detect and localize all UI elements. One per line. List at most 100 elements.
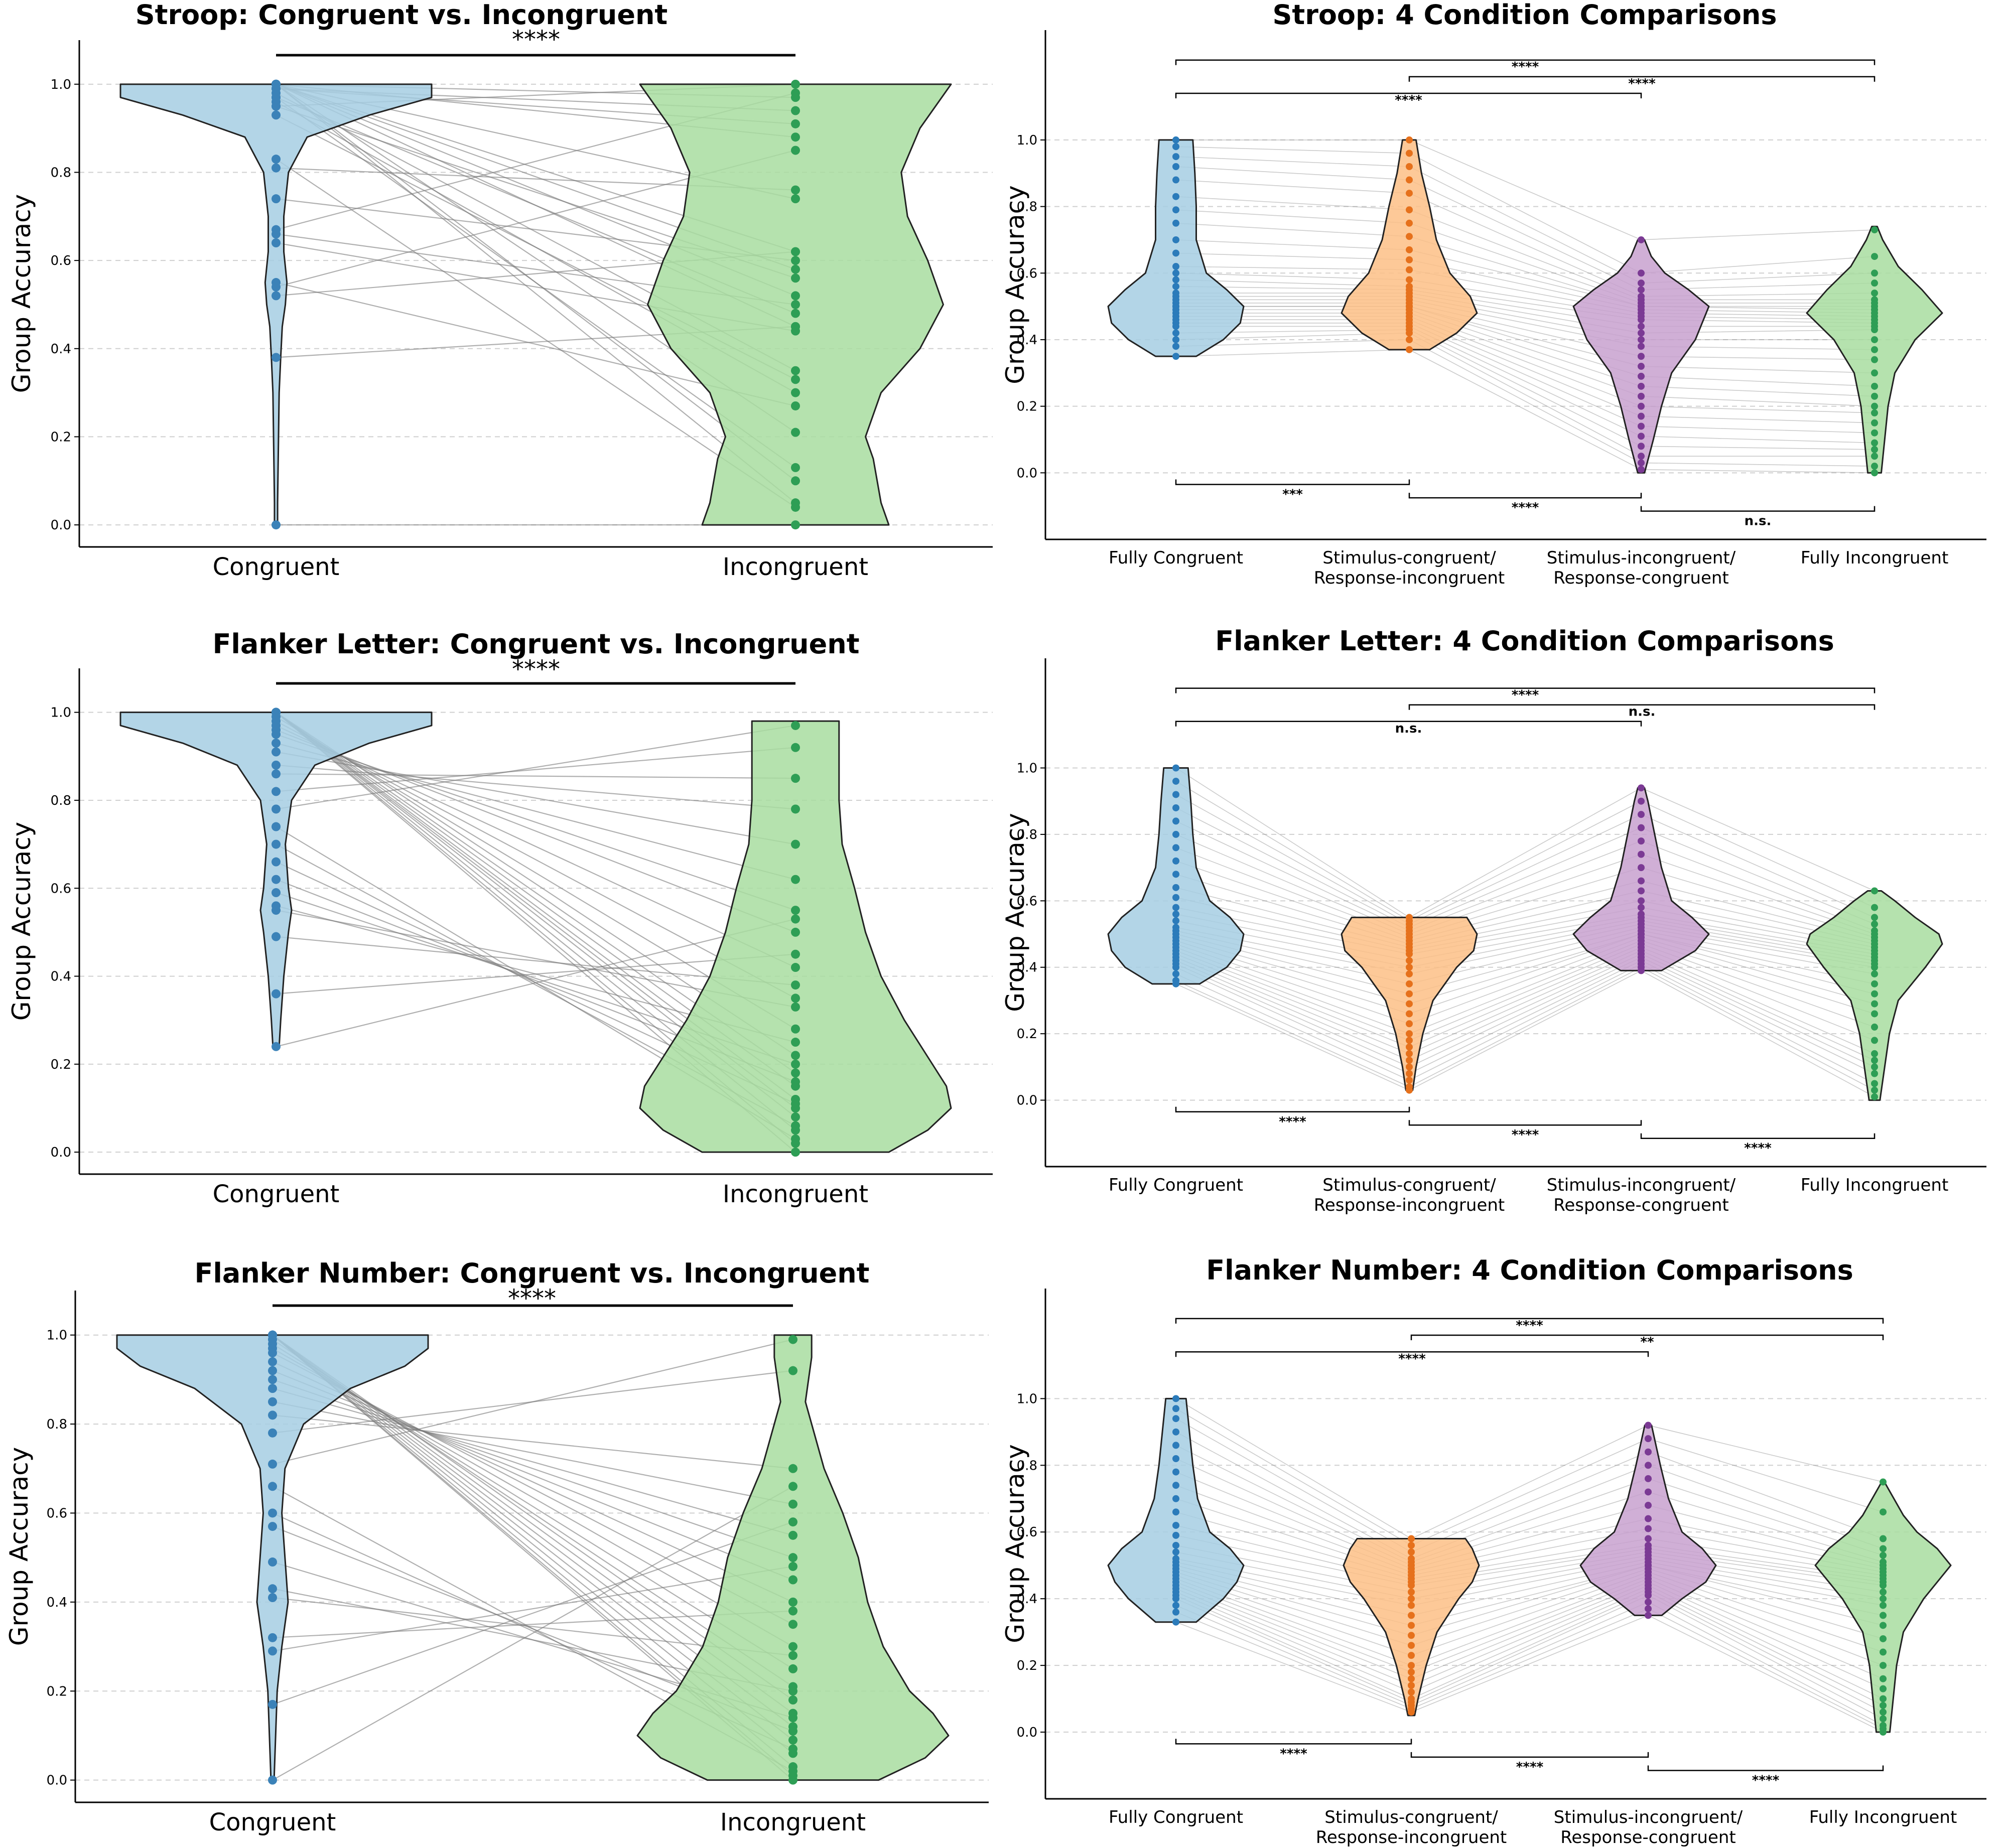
data-point [1406,176,1413,184]
data-point [1638,336,1645,343]
y-axis-label: Group Accuracy [7,194,36,393]
data-point [788,1664,797,1673]
data-point [1871,980,1878,987]
participant-line [1176,299,1875,350]
data-point [1871,1000,1878,1008]
participant-line [272,1610,793,1638]
data-point [788,1482,797,1491]
data-point [1408,1642,1415,1649]
x-tick-label: Congruent [213,1180,340,1208]
participant-line [1175,847,1875,938]
data-point [1172,804,1179,811]
participant-line [1175,156,1875,283]
participant-line [1175,1558,1884,1606]
data-point [1638,459,1645,467]
data-point [1406,1000,1413,1008]
participant-line [1175,179,1875,297]
comparison-bracket [1175,59,1876,65]
x-tick-label: Stimulus-incongruent/Response-congruent [1547,1175,1736,1215]
panel-title: Stroop: Congruent vs. Incongruent [136,0,668,31]
data-point [788,1620,797,1629]
participant-line [1175,927,1875,984]
data-point [1638,392,1645,400]
y-tick-label: 0.4 [1017,960,1037,975]
participant-lines [1175,1398,1884,1733]
data-point [1406,970,1413,977]
participant-line [1175,266,1875,317]
data-point [1880,1662,1887,1669]
participant-line [1175,834,1875,935]
data-point [1172,1428,1179,1436]
participant-line [1175,1485,1884,1573]
y-tick-label: 0.6 [51,881,71,896]
data-point [788,1464,797,1473]
data-point [272,906,281,915]
data-point [1638,323,1645,330]
data-point [1871,914,1878,921]
data-point [1638,316,1645,324]
participant-line [1175,1565,1884,1626]
data-point [1645,1448,1652,1456]
data-point [1638,372,1645,380]
y-tick-label: 0.4 [47,1595,67,1610]
data-point [1871,1023,1878,1031]
y-tick-label: 0.8 [1017,827,1037,842]
comparison-label: **** [1398,1351,1426,1366]
y-axis-label: Group Accuracy [1001,813,1030,1012]
data-point [1871,463,1878,470]
participant-line [1175,950,1875,1054]
data-point [1172,980,1179,987]
data-point [791,463,800,472]
participant-line [1175,1418,1884,1553]
data-point [1172,1395,1179,1402]
data-point [1408,1548,1415,1556]
data-point [1406,1057,1413,1064]
data-point [1172,1608,1179,1616]
data-point [788,1686,797,1696]
data-point [1172,193,1179,200]
data-point [272,804,281,814]
participant-line [276,918,796,1047]
participant-line [1175,781,1875,921]
data-point [791,502,800,512]
data-point [791,119,800,128]
data-point [1880,1685,1887,1692]
data-point [268,1557,277,1567]
comparison-label: **** [1512,60,1539,75]
data-point [1408,1668,1415,1676]
participant-line [1175,1445,1884,1562]
data-point [1406,950,1413,958]
y-tick-label: 0.6 [47,1506,67,1521]
data-point [1638,887,1645,895]
comparison-bracket [1175,721,1642,727]
data-point [788,1744,797,1754]
data-point [272,760,281,770]
participant-line [1176,313,1875,407]
data-point [1406,206,1413,214]
data-point [791,804,800,814]
data-point [788,1713,797,1723]
comparison-bracket [1175,1351,1649,1357]
data-point [1406,150,1413,157]
participant-line [1175,820,1875,931]
data-point [1172,1602,1179,1609]
x-tick-label: Fully Congruent [1109,1807,1243,1827]
data-point [791,1121,800,1130]
participant-line [1175,349,1875,474]
comparison-bracket [1647,1765,1884,1771]
data-point [791,476,800,486]
data-point [1871,446,1878,453]
data-point [1172,1531,1179,1539]
y-tick-label: 0.6 [1017,894,1037,909]
comparison-label: **** [1516,1318,1543,1333]
data-point [268,1348,277,1358]
comparison-bracket [1408,1120,1642,1126]
data-point [1638,286,1645,294]
y-tick-label: 0.6 [51,253,71,268]
data-point [1871,1050,1878,1057]
data-point [791,1059,800,1069]
participant-line [1175,1595,1884,1720]
participant-line [1175,1585,1884,1699]
comparison-bracket [1410,1334,1884,1341]
data-point [272,857,281,867]
